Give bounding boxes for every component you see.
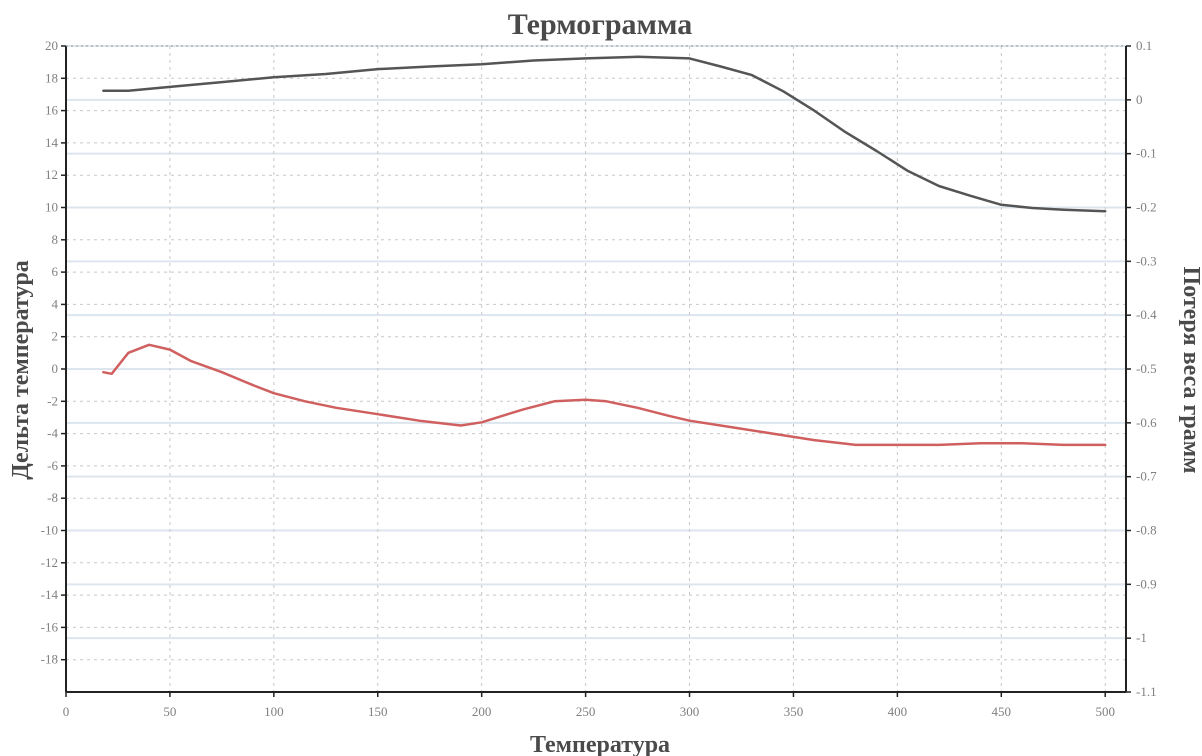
series-layer [102,55,1107,447]
y-left-tick-label: 0 [52,361,59,376]
y-left-tick-label: -2 [47,393,58,408]
y-right-tick-label: -0.8 [1136,523,1157,538]
y-left-tick-label: 4 [52,296,59,311]
x-tick-label: 450 [992,704,1012,719]
y-right-tick-label: -0.9 [1136,576,1157,591]
y-right-tick-label: -0.3 [1136,253,1157,268]
y-left-tick-label: 12 [45,167,58,182]
y-axis-left-label: Дельта температура [8,260,34,480]
y-left-tick-label: 18 [45,70,58,85]
y-left-tick-label: -4 [47,426,58,441]
y-left-tick-label: -8 [47,490,58,505]
x-tick-label: 100 [264,704,284,719]
y-right-tick-label: -0.5 [1136,361,1157,376]
y-left-tick-label: 16 [45,103,59,118]
y-left-tick-label: -10 [41,523,58,538]
y-left-tick-label: -6 [47,458,58,473]
x-tick-label: 500 [1095,704,1115,719]
delta-temperature-series-line [102,343,1107,447]
y-right-tick-label: 0.1 [1136,38,1152,53]
y-right-tick-label: -1 [1136,630,1147,645]
y-left-tick-label: 10 [45,200,58,215]
x-tick-label: 150 [368,704,388,719]
y-axis-right-label: Потеря веса грамм [1178,267,1202,474]
y-right-tick-label: -0.6 [1136,415,1157,430]
y-right-tick-label: 0 [1136,92,1143,107]
y-left-tick-label: 14 [45,135,59,150]
weight-loss-series-line [102,55,1107,213]
tick-layer: 0 50 100 150 200 250 300 350 400 450 5002018161412… [41,38,1157,719]
chart-title: Термограмма [508,8,692,41]
y-left-tick-label: 8 [52,232,59,247]
y-left-tick-label: -12 [41,555,58,570]
y-left-tick-label: -16 [41,619,59,634]
y-right-tick-label: -0.1 [1136,146,1157,161]
x-tick-label: 400 [888,704,908,719]
y-right-tick-label: -0.4 [1136,307,1157,322]
y-right-tick-label: -0.7 [1136,469,1157,484]
x-tick-label: 250 [576,704,596,719]
y-right-tick-label: -0.2 [1136,200,1157,215]
y-left-tick-label: -14 [41,587,59,602]
y-left-tick-label: 6 [52,264,59,279]
x-tick-label: 350 [784,704,804,719]
x-tick-label: 200 [472,704,492,719]
x-axis-label: Температура [530,732,670,756]
y-left-tick-label: 2 [52,329,59,344]
x-tick-label: 50 [163,704,176,719]
y-right-tick-label: -1.1 [1136,684,1157,699]
x-tick-label: 0 [63,704,70,719]
y-left-tick-label: 20 [45,38,58,53]
y-left-tick-label: -18 [41,652,58,667]
x-tick-label: 300 [680,704,700,719]
